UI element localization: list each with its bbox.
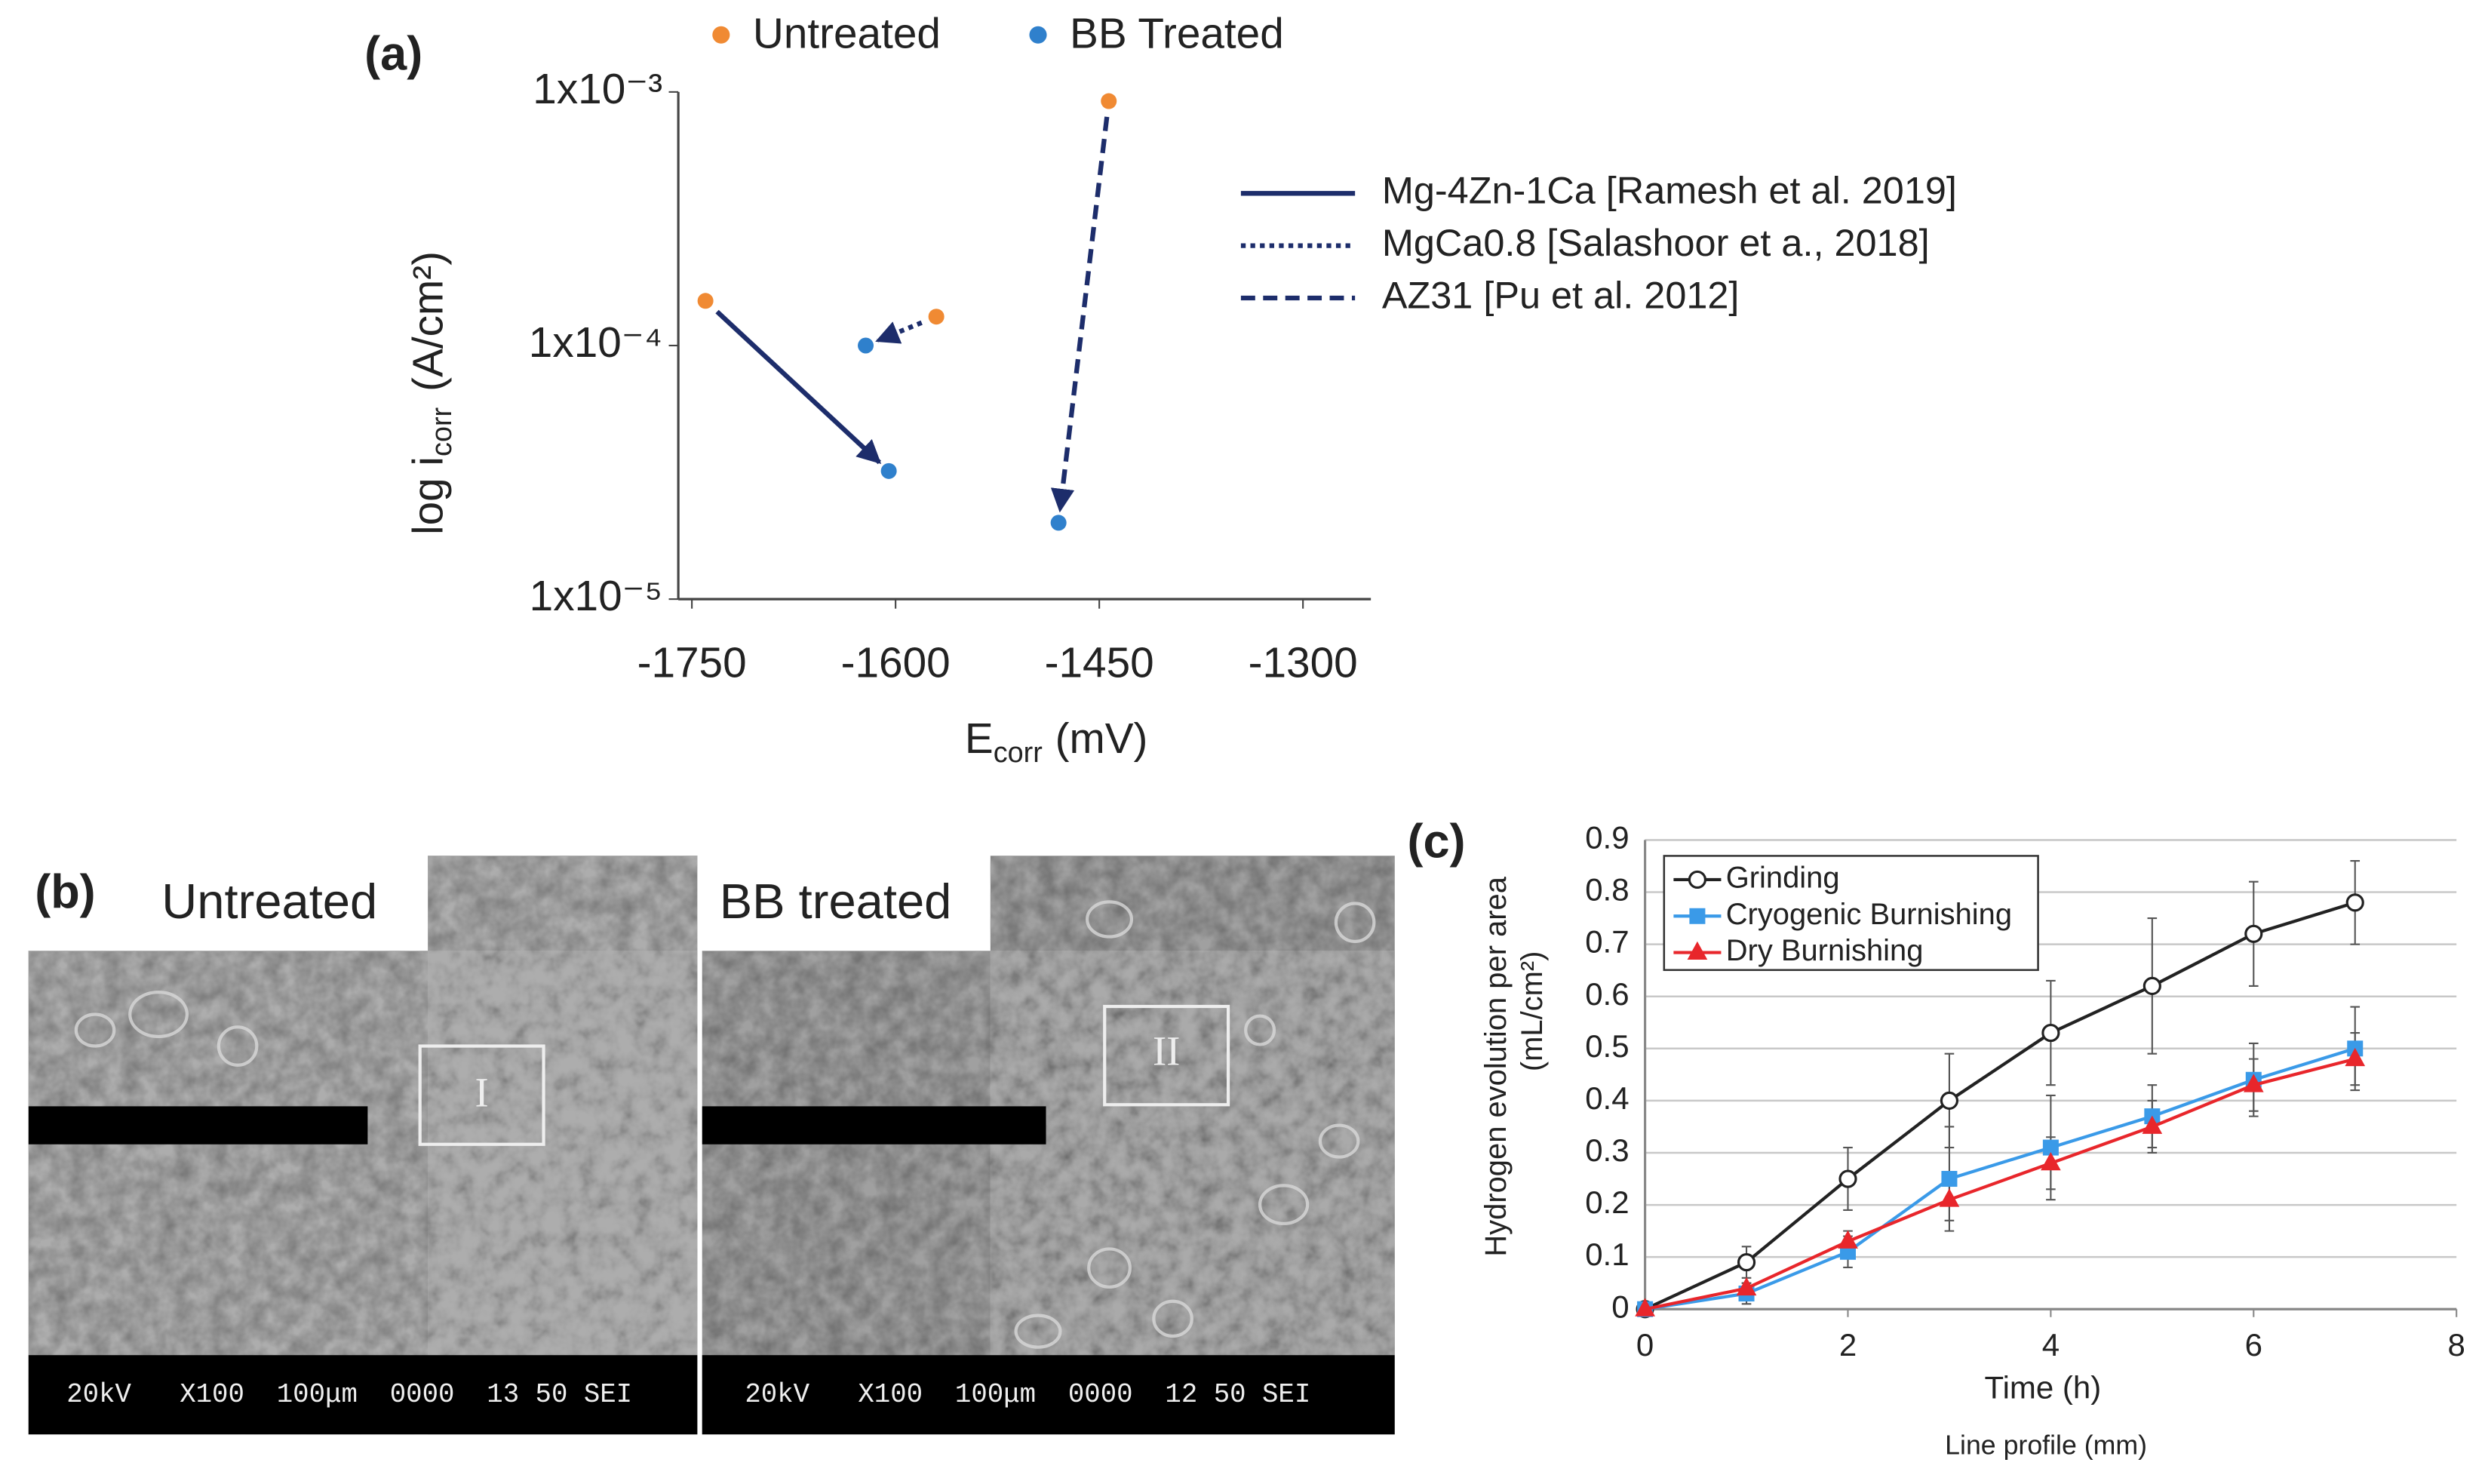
point xyxy=(1737,1252,1756,1272)
point xyxy=(880,462,897,479)
point xyxy=(928,309,945,325)
point xyxy=(2345,893,2364,912)
y-tick-label: 0.2 xyxy=(1585,1184,1629,1220)
y-tick-label: 0.7 xyxy=(1585,924,1629,960)
x-tick-label: -1750 xyxy=(637,639,747,687)
inset-bar xyxy=(28,1106,368,1144)
legend-marker xyxy=(712,26,730,44)
y-tick-label: 0.3 xyxy=(1585,1132,1629,1168)
divider xyxy=(699,856,702,1435)
sem-grains xyxy=(74,900,1376,1349)
x-tick-label: 4 xyxy=(2042,1327,2060,1363)
legend-label: Untreated xyxy=(753,10,941,57)
scale-text: 20kV X100 100μm 0000 13 50 SEI xyxy=(66,1379,632,1410)
image-title: Untreated xyxy=(161,874,377,929)
point xyxy=(1736,1277,1757,1296)
x-tick-label: 0 xyxy=(1636,1327,1654,1363)
panel-c: (c) 0 0.1 0.2 0.3 0.4 0.5 0.6 0.7 0.8 0.9 0 2 4 6 8 Tim… xyxy=(1407,815,2465,1460)
y-tick-label: 0.6 xyxy=(1585,976,1629,1012)
panel-label: (c) xyxy=(1407,815,1465,868)
y-tick-label: 0 xyxy=(1611,1289,1629,1324)
y-tick-label: 1x10⁻⁴ xyxy=(529,319,662,367)
x-axis-label-2: Line profile (mm) xyxy=(1945,1430,2147,1460)
legend-label: MgCa0.8 [Salashoor et a., 2018] xyxy=(1382,221,1930,264)
panel-b: I II 20kV X100 100μm 0000 13 50 SEI 20kV… xyxy=(28,856,1395,1435)
panel-label: (b) xyxy=(35,866,95,919)
legend-label: AZ31 [Pu et al. 2012] xyxy=(1382,273,1740,316)
arrow xyxy=(715,309,882,465)
legend-label: Dry Burnishing xyxy=(1726,934,1924,967)
point xyxy=(1939,1188,1960,1207)
label-unit: (A/cm²) xyxy=(404,251,452,392)
inset-bar xyxy=(702,1106,1046,1144)
label-unit: (mV) xyxy=(1055,715,1148,763)
image-title: BB treated xyxy=(720,874,952,929)
panel-a: (a) 1x10⁻³ 1x10⁻⁴ 1x10⁻⁵ -1750 -1600 -1450 -13… xyxy=(364,10,1957,769)
series-line xyxy=(1644,901,2356,1311)
y-tick-label: 0.8 xyxy=(1585,872,1629,908)
point xyxy=(2345,1047,2366,1067)
point xyxy=(1838,1169,1857,1188)
panel-label: (a) xyxy=(364,27,422,80)
legend-marker xyxy=(1687,941,1708,960)
legend-marker xyxy=(1689,908,1706,924)
label-main: E xyxy=(965,715,994,763)
scale-text: 20kV X100 100μm 0000 12 50 SEI xyxy=(745,1379,1310,1410)
y-tick-label: 1x10⁻³ xyxy=(533,66,662,113)
point xyxy=(858,337,874,354)
scale-bar xyxy=(702,1355,1395,1435)
label-sub: corr xyxy=(426,407,458,456)
point xyxy=(1838,1230,1858,1249)
legend-label: Cryogenic Burnishing xyxy=(1726,898,2012,931)
x-tick-label: 6 xyxy=(2245,1327,2262,1363)
x-axis-label: Ecorr (mV) xyxy=(965,715,1148,769)
point xyxy=(1941,1171,1958,1188)
legend-label: Mg-4Zn-1Ca [Ramesh et al. 2019] xyxy=(1382,169,1957,212)
point xyxy=(1635,1298,1655,1317)
point xyxy=(697,293,714,309)
arrow xyxy=(1050,116,1110,513)
region-label: II xyxy=(1153,1028,1180,1074)
y-tick-label: 0.1 xyxy=(1585,1237,1629,1272)
x-axis-label: Time (h) xyxy=(1984,1369,2101,1405)
y-tick-label: 1x10⁻⁵ xyxy=(530,573,662,620)
label-main: log i xyxy=(404,456,452,535)
x-tick-label: -1300 xyxy=(1249,639,1358,687)
point xyxy=(2041,1152,2061,1171)
y-axis-label: log icorr (A/cm²) xyxy=(404,251,458,535)
x-tick-label: 2 xyxy=(1839,1327,1857,1363)
y-tick-label: 0.4 xyxy=(1585,1080,1629,1116)
y-tick-label: 0.5 xyxy=(1585,1028,1629,1064)
point xyxy=(1101,93,1117,109)
y-tick-label: 0.9 xyxy=(1585,820,1629,856)
legend-box xyxy=(1663,855,2039,971)
series-line xyxy=(1645,1046,2356,1311)
x-tick-label: -1600 xyxy=(841,639,951,687)
point xyxy=(1940,1091,1959,1110)
point xyxy=(2143,976,2161,995)
label-sub: corr xyxy=(994,737,1043,769)
region-label: I xyxy=(475,1069,489,1115)
x-tick-label: 8 xyxy=(2448,1327,2465,1363)
region-box xyxy=(1103,1004,1230,1107)
series-line xyxy=(1645,1057,2356,1311)
y-axis-label: Hydrogen evolution per area xyxy=(1479,876,1513,1256)
arrow xyxy=(875,320,923,344)
point xyxy=(2041,1023,2060,1043)
point xyxy=(1050,515,1067,531)
legend-label: Grinding xyxy=(1726,861,1840,894)
point xyxy=(2244,924,2263,943)
sem-texture xyxy=(702,951,1395,1435)
region-box xyxy=(418,1044,545,1146)
x-tick-label: -1450 xyxy=(1045,639,1154,687)
point xyxy=(2243,1074,2264,1092)
point xyxy=(2142,1115,2163,1134)
scale-bar xyxy=(28,1355,698,1435)
legend-marker xyxy=(1688,870,1706,889)
y-axis-label-2: (mL/cm²) xyxy=(1516,951,1549,1072)
legend-marker xyxy=(1029,26,1047,44)
legend-label: BB Treated xyxy=(1070,10,1284,57)
